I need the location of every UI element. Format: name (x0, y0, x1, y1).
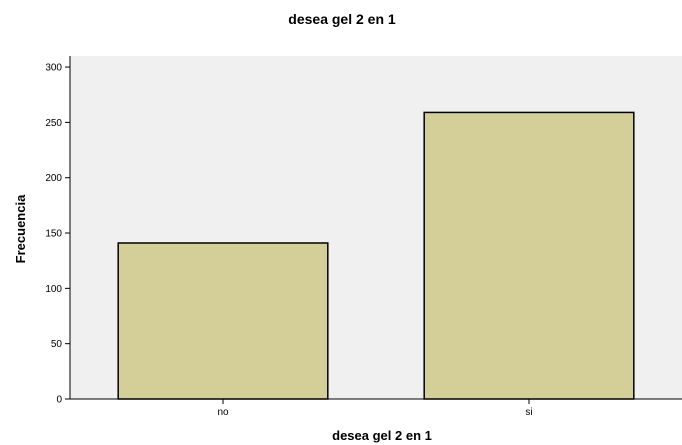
y-tick-label: 300 (45, 63, 62, 74)
y-tick-label: 150 (45, 229, 62, 240)
y-tick-label: 100 (45, 284, 62, 295)
y-axis-label: Frecuencia (13, 194, 28, 263)
y-tick-label: 0 (56, 395, 62, 406)
x-tick-label: no (217, 407, 229, 418)
y-tick-label: 200 (45, 173, 62, 184)
bar-no (117, 242, 329, 400)
x-axis-label: desea gel 2 en 1 (332, 428, 432, 443)
x-tick-label: si (525, 407, 532, 418)
chart-title: desea gel 2 en 1 (288, 11, 396, 27)
y-tick-label: 250 (45, 118, 62, 129)
bars (117, 111, 635, 400)
x-axis: no si (70, 398, 682, 418)
bar-si (423, 111, 635, 400)
y-axis: 0 50 100 150 200 250 300 (45, 56, 71, 406)
y-tick-label: 50 (51, 339, 63, 350)
